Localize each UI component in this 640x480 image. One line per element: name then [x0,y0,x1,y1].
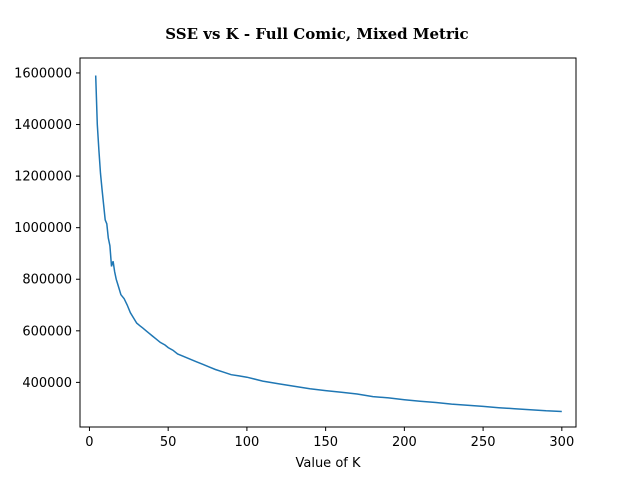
y-tick-label: 1600000 [14,66,72,81]
plot-frame [79,57,577,428]
sse-line [94,75,562,413]
y-tick-label: 1200000 [14,170,72,185]
x-tick-label: 150 [313,435,338,450]
y-axis: 400000 600000 800000 1000000 1200000 1400000 1… [14,66,80,391]
x-tick-label: 50 [160,435,177,450]
x-tick-label: 300 [549,435,574,450]
chart-title: SSE vs K - Full Comic, Mixed Metric [165,25,468,43]
y-tick-label: 600000 [22,324,72,339]
y-tick-label: 1000000 [14,221,72,236]
y-tick-label: 1400000 [14,118,72,133]
x-axis-label: Value of K [295,456,360,471]
x-tick-label: 0 [85,435,93,450]
x-tick-label: 250 [471,435,496,450]
x-tick-label: 200 [392,435,417,450]
x-tick-label: 100 [234,435,259,450]
y-tick-label: 800000 [22,273,72,288]
y-tick-label: 400000 [22,376,72,391]
x-axis: 0 50 100 150 200 250 300 [85,427,574,450]
